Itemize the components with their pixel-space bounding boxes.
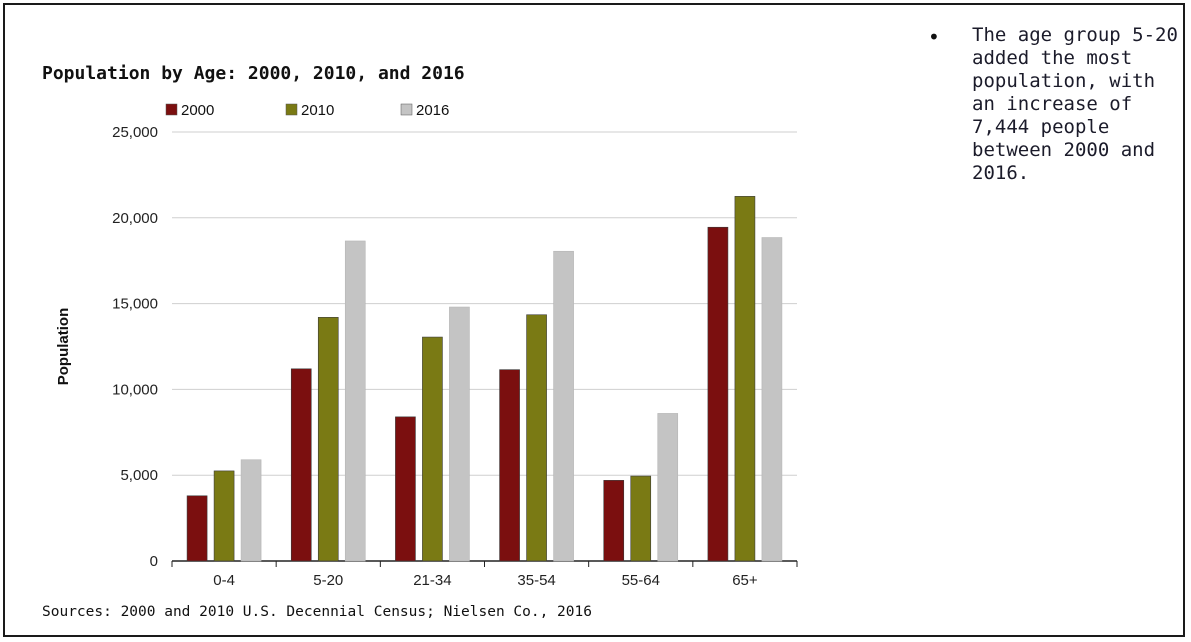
bar-2016-0-4 — [240, 459, 262, 562]
y-tick-label: 25,000 — [112, 124, 158, 141]
y-tick-label: 0 — [150, 553, 158, 570]
x-tick-label: 5-20 — [313, 572, 343, 589]
legend-label-2010: 2010 — [301, 102, 334, 119]
y-tick-label: 10,000 — [112, 381, 158, 398]
legend-label-2016: 2016 — [416, 102, 449, 119]
bar-2000-35-54 — [499, 369, 520, 562]
bar-2000-5-20 — [290, 368, 312, 562]
x-tick-label: 21-34 — [413, 572, 451, 589]
y-tick-label: 5,000 — [120, 467, 158, 484]
bar-2010-35-54 — [526, 314, 547, 562]
bar-2000-0-4 — [186, 495, 208, 562]
bar-2010-55-64 — [630, 475, 652, 562]
x-tick-label: 35-54 — [517, 572, 555, 589]
bar-2016-65+ — [761, 237, 783, 562]
figure-frame — [3, 3, 1185, 637]
bar-2016-35-54 — [553, 250, 574, 562]
y-tick-label: 15,000 — [112, 296, 158, 313]
x-tick-label: 55-64 — [622, 572, 660, 589]
y-axis-label: Population — [55, 308, 72, 386]
legend-swatch-2016 — [400, 103, 413, 116]
chart-title: Population by Age: 2000, 2010, and 2016 — [42, 63, 465, 84]
bar-2000-21-34 — [395, 416, 416, 562]
bar-2000-65+ — [707, 226, 729, 562]
bar-2010-5-20 — [317, 317, 339, 562]
y-tick-label: 20,000 — [112, 210, 158, 227]
bar-2010-65+ — [734, 196, 756, 562]
bullet-text: The age group 5-20 added the most popula… — [972, 24, 1178, 184]
legend-swatch-2000 — [165, 103, 178, 116]
x-tick-label: 0-4 — [213, 572, 235, 589]
bar-2010-21-34 — [422, 336, 443, 562]
bar-2016-21-34 — [449, 306, 470, 562]
bar-2016-55-64 — [657, 413, 679, 562]
bar-2010-0-4 — [213, 470, 235, 562]
x-tick-label: 65+ — [732, 572, 758, 589]
legend-label-2000: 2000 — [181, 102, 214, 119]
bullet-marker: • — [928, 25, 940, 49]
legend-swatch-2010 — [285, 103, 298, 116]
bar-2016-5-20 — [344, 240, 366, 562]
bar-2000-55-64 — [603, 480, 625, 562]
source-note: Sources: 2000 and 2010 U.S. Decennial Ce… — [42, 604, 592, 620]
